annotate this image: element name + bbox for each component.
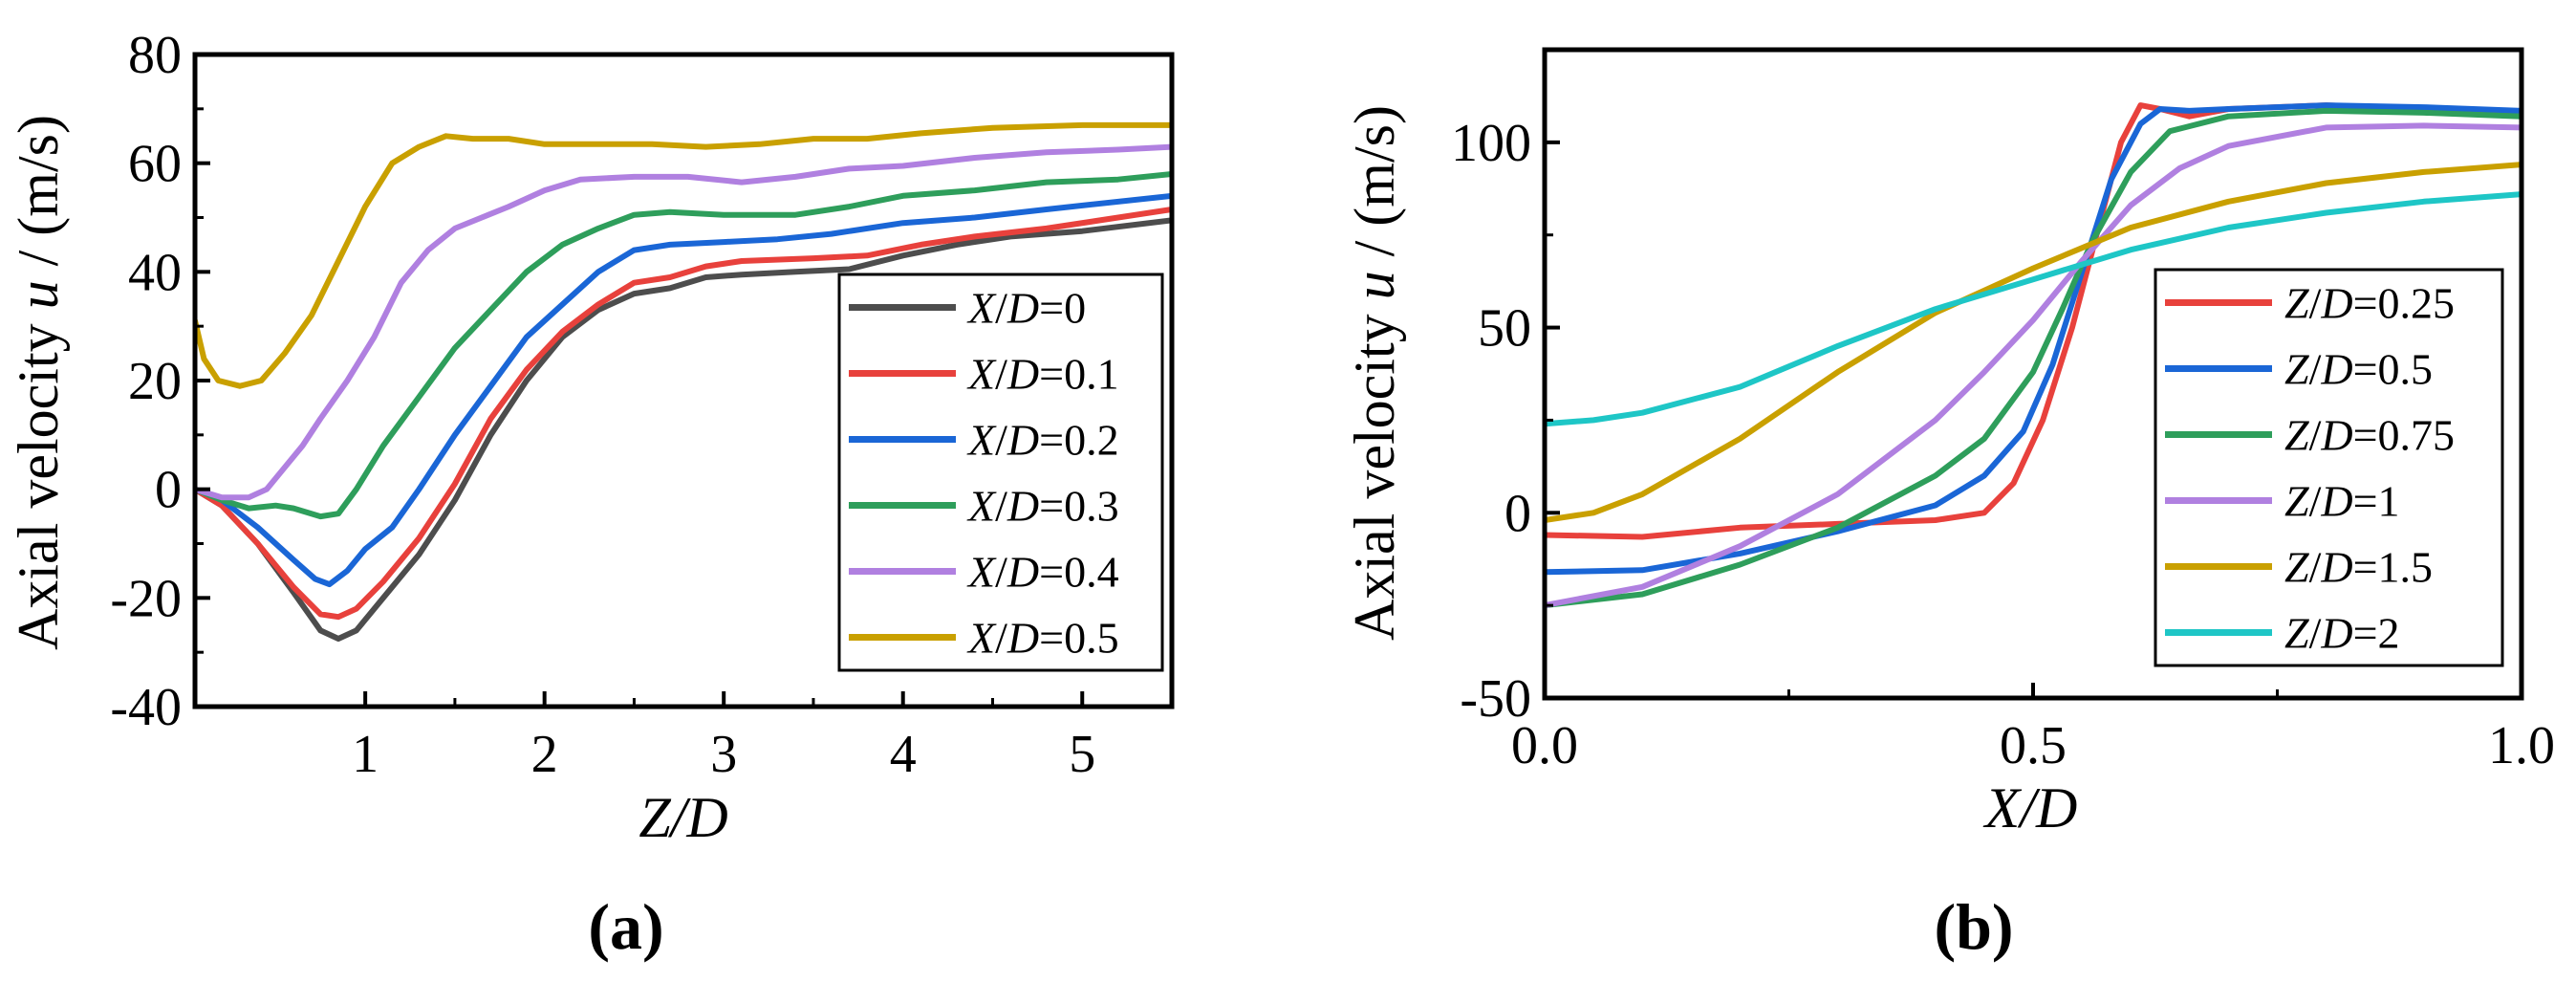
panel-a-x-tick-label-4: 5 [1069, 725, 1095, 784]
panel-b-series-line-2 [1545, 107, 2522, 609]
panel-b-y-tick-label-2: 50 [1478, 299, 1531, 359]
panel-b-legend-label-5: Z/D=2 [2284, 609, 2400, 658]
panel-a-series-line-1 [195, 207, 1172, 621]
panel-b-series-line-5 [1545, 191, 2522, 427]
panel-b-x-tick-label-1: 0.5 [2000, 716, 2067, 775]
panel-b-legend-label-0: Z/D=0.25 [2284, 279, 2455, 328]
panel-b-x-axis-title: X/D [1983, 776, 2078, 840]
panel-b-curves [1545, 102, 2522, 609]
panel-a-x-axis-title: Z/D [639, 786, 727, 849]
panel-a-y-tick-label-0: -40 [110, 678, 182, 737]
panel-a-series-line-0 [195, 217, 1172, 642]
panel-a-legend: X/D=0 X/D=0.1 X/D=0.2 X/D=0.3 X/D=0.4 X/D=0.5 [837, 273, 1164, 672]
panel-a-y-ticks: -40 -20 0 20 40 60 80 [110, 26, 210, 737]
panel-a-y-tick-label-4: 40 [128, 243, 182, 302]
panel-b-x-ticks: 0.0 0.5 1.0 [1511, 683, 2555, 775]
panel-a-y-tick-label-2: 0 [155, 461, 182, 520]
panel-b-legend-label-4: Z/D=1.5 [2284, 543, 2433, 592]
panel-a-label: (a) [588, 890, 663, 963]
panel-b-series-line-4 [1545, 162, 2522, 523]
panel-b-legend-label-2: Z/D=0.75 [2284, 411, 2455, 460]
panel-b: 0.0 0.5 1.0 -50 0 50 100 X/D Axial velocity u… [1343, 47, 2555, 963]
panel-b-series-line-3 [1545, 122, 2522, 609]
panel-a-series-line-4 [195, 143, 1172, 501]
panel-a-legend-label-1: X/D=0.1 [966, 350, 1119, 399]
panel-a-x-tick-label-3: 4 [890, 725, 917, 784]
panel-a-legend-label-5: X/D=0.5 [966, 614, 1119, 663]
panel-a-y-tick-label-3: 20 [128, 352, 182, 411]
panel-a-legend-label-2: X/D=0.2 [966, 416, 1119, 465]
panel-a-y-tick-label-6: 80 [128, 26, 182, 85]
panel-a: 1 2 3 4 5 -40 -20 0 20 40 60 80 Z/D Axial velocity… [7, 26, 1175, 963]
panel-a-legend-label-4: X/D=0.4 [966, 548, 1119, 597]
panel-b-legend: Z/D=0.25 Z/D=0.5 Z/D=0.75 Z/D=1 Z/D=1.5 Z/D=2 [2154, 268, 2504, 667]
panel-a-legend-label-3: X/D=0.3 [966, 482, 1119, 531]
panel-b-y-tick-label-1: 0 [1504, 484, 1531, 543]
panel-b-label: (b) [1934, 890, 2013, 963]
panel-a-x-ticks: 1 2 3 4 5 [352, 691, 1095, 784]
panel-b-y-ticks: -50 0 50 100 [1451, 114, 1560, 729]
panel-b-legend-box [2154, 268, 2504, 667]
panel-a-x-tick-label-0: 1 [352, 725, 379, 784]
panel-b-x-tick-label-2: 1.0 [2488, 716, 2555, 775]
panel-b-legend-label-3: Z/D=1 [2284, 477, 2400, 526]
panel-b-legend-label-1: Z/D=0.5 [2284, 345, 2433, 394]
panel-a-y-tick-label-1: -20 [110, 569, 182, 628]
panel-a-legend-label-0: X/D=0 [966, 284, 1086, 333]
panel-a-x-tick-label-1: 2 [531, 725, 558, 784]
panel-a-series-line-5 [195, 121, 1172, 389]
panel-b-x-tick-label-0: 0.0 [1511, 716, 1578, 775]
panel-a-x-tick-label-2: 3 [710, 725, 737, 784]
panel-b-y-axis-title: Axial velocity u / (m/s) [1343, 105, 1406, 641]
panel-a-legend-box [837, 273, 1164, 672]
panel-a-y-axis-title: Axial velocity u / (m/s) [7, 115, 70, 650]
panel-a-curves [195, 121, 1172, 642]
panel-a-y-tick-label-5: 60 [128, 135, 182, 194]
panel-a-series-line-2 [195, 192, 1172, 588]
panel-b-y-tick-label-0: -50 [1460, 669, 1531, 729]
panel-a-series-line-3 [195, 171, 1172, 520]
panel-b-y-tick-label-3: 100 [1451, 114, 1531, 173]
